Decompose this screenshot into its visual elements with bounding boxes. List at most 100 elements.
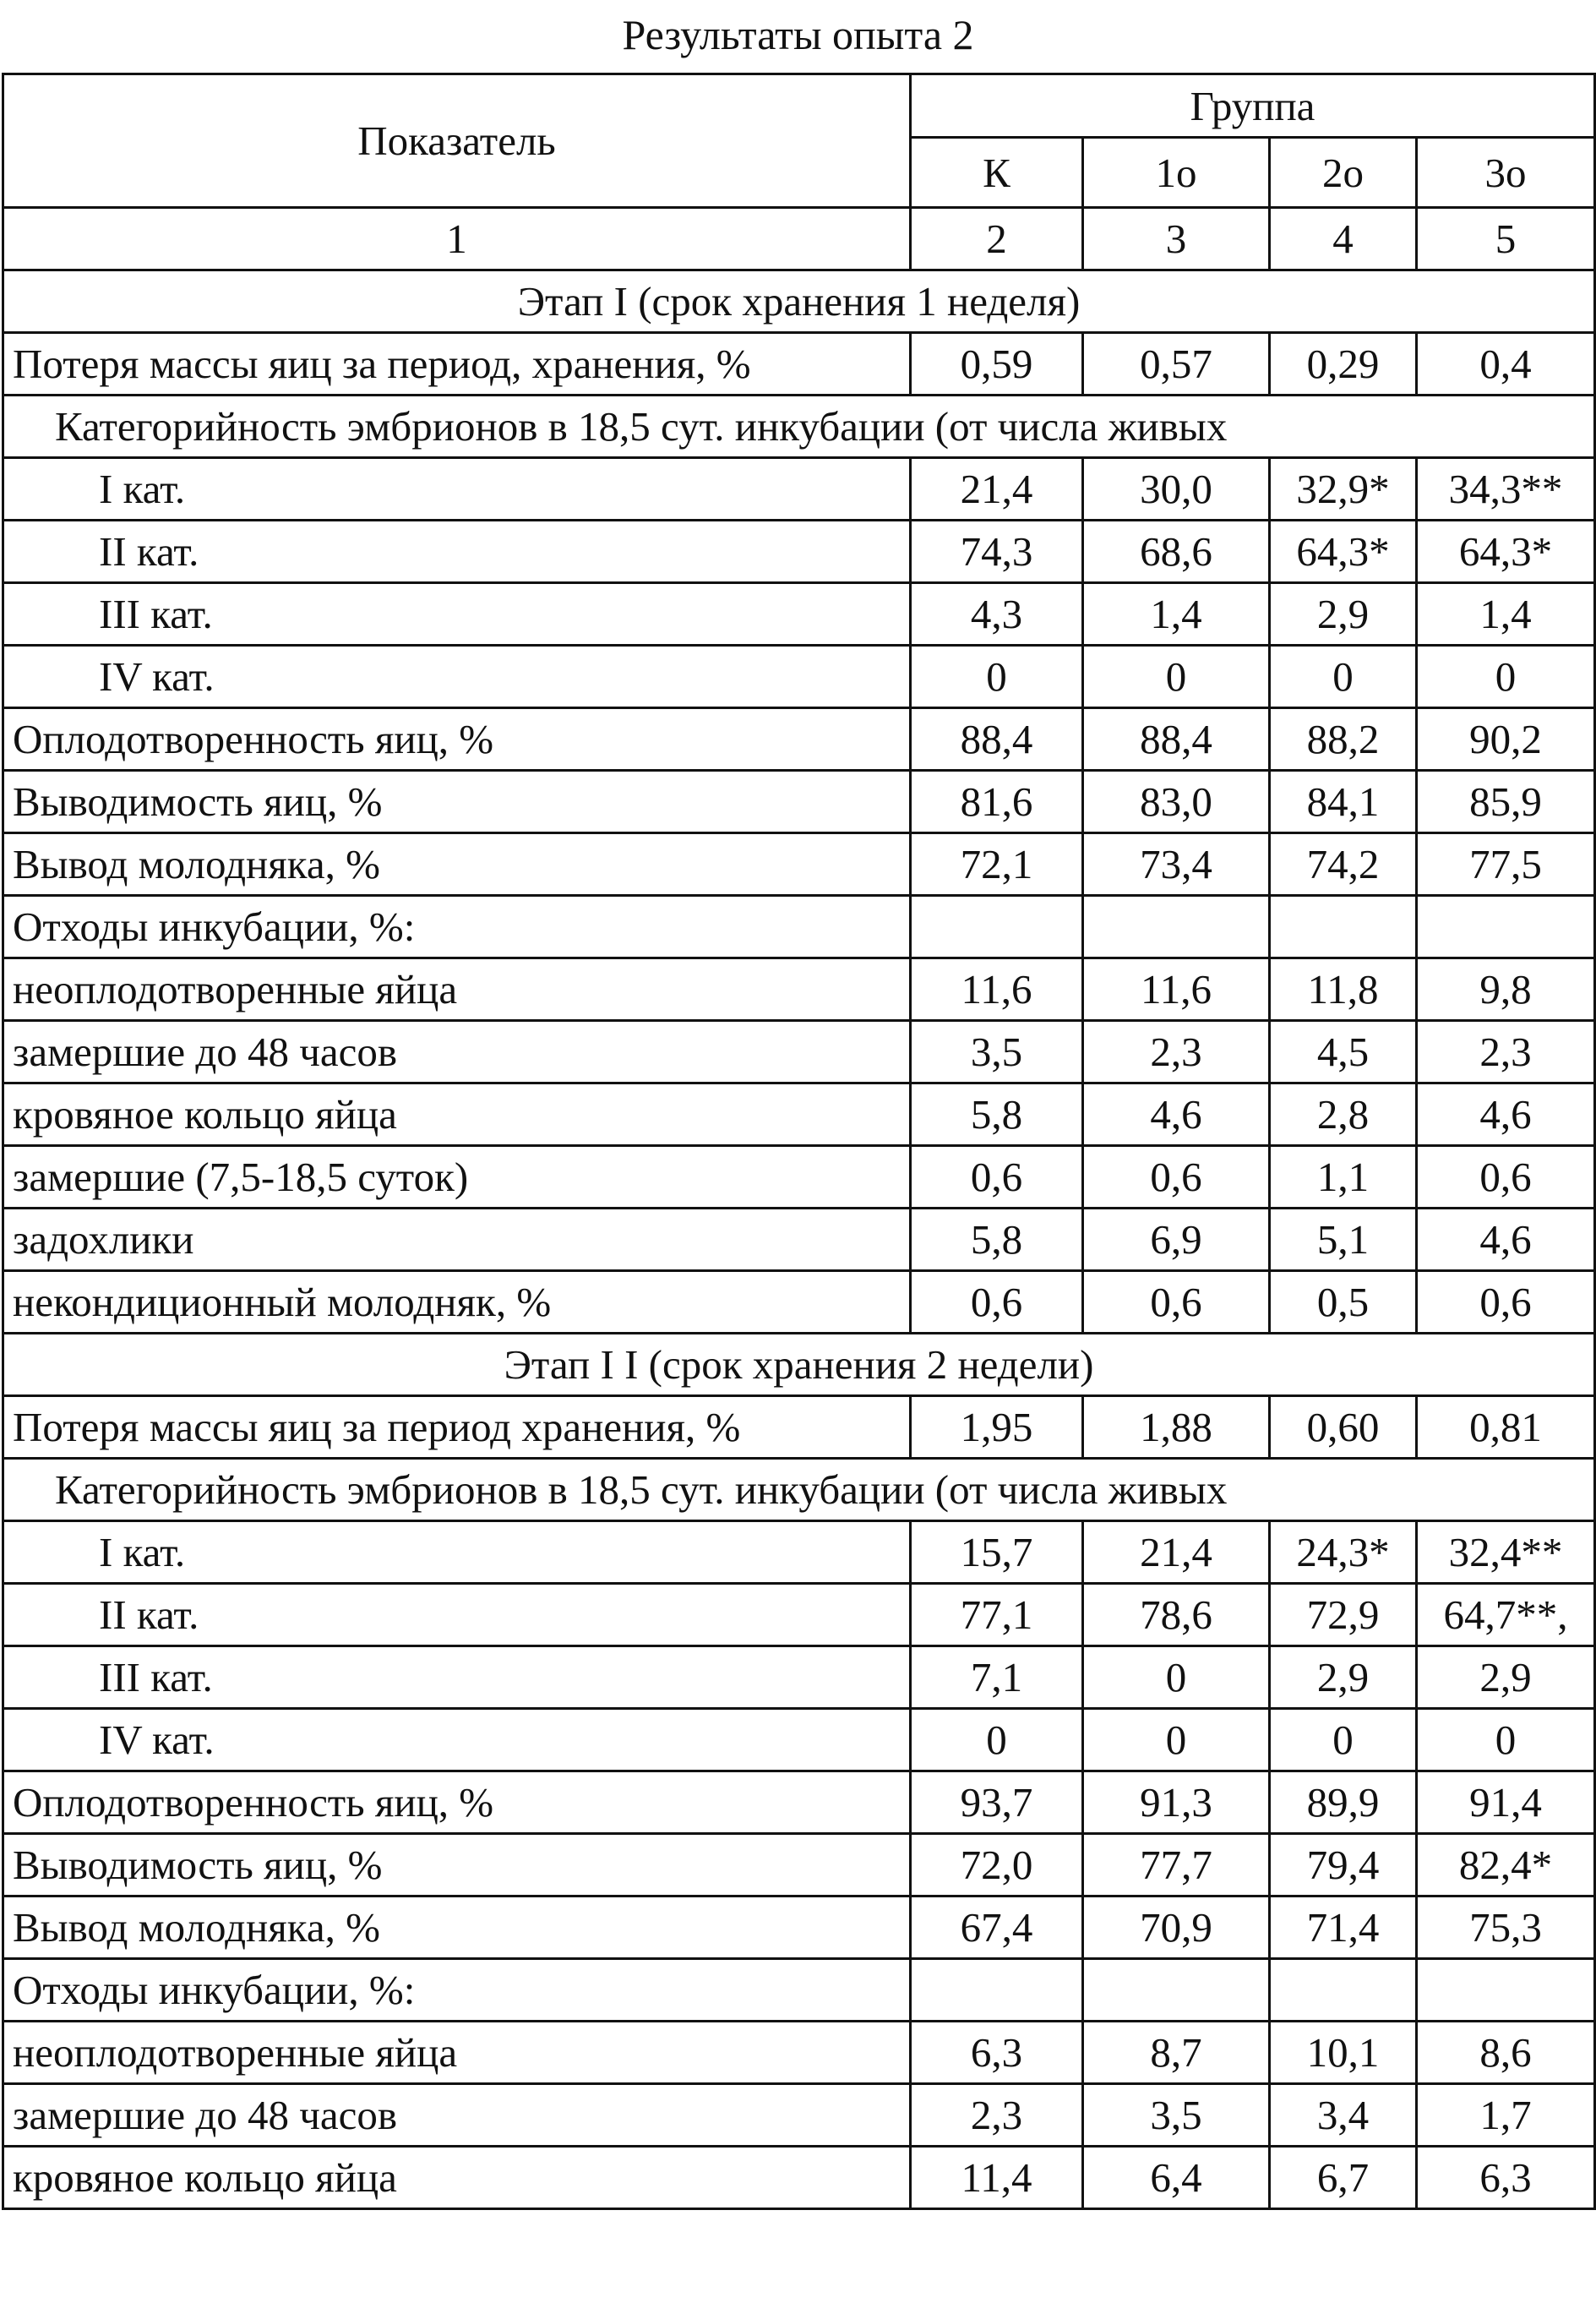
subsection-row: Категорийность эмбрионов в 18,5 сут. инк… — [1, 394, 1596, 459]
subsection-title: Категорийность эмбрионов в 18,5 сут. инк… — [1, 394, 1596, 459]
column-number-row: 1 2 3 4 5 — [2, 206, 1596, 271]
row-label: Выводимость яиц, % — [2, 769, 912, 834]
value-cell — [1414, 1957, 1596, 2022]
value-cell — [1414, 894, 1596, 959]
value-cell: 88,4 — [1081, 707, 1271, 772]
group-k-header: К — [909, 136, 1084, 209]
value-cell: 6,7 — [1268, 2145, 1418, 2210]
value-cell: 78,6 — [1081, 1582, 1271, 1647]
value-cell: 0,6 — [1081, 1269, 1271, 1334]
results-table: Показатель Группа К 1о 2о 3о 1 2 3 4 5 Э… — [1, 73, 1596, 2210]
value-cell: 5,1 — [1268, 1207, 1418, 1272]
value-cell: 2,9 — [1414, 1645, 1596, 1710]
row-label: III кат. — [2, 1645, 912, 1710]
table-row: II кат. 74,3 68,6 64,3* 64,3* — [2, 519, 1596, 584]
value-cell: 1,1 — [1268, 1144, 1418, 1209]
value-cell: 9,8 — [1414, 957, 1596, 1022]
value-cell: 83,0 — [1081, 769, 1271, 834]
value-cell: 0,60 — [1268, 1394, 1418, 1460]
table-row: неоплодотворенные яйца 6,3 8,7 10,1 8,6 — [2, 2020, 1596, 2085]
value-cell: 21,4 — [1081, 1520, 1271, 1585]
row-label: Отходы инкубации, %: — [2, 894, 912, 959]
value-cell: 1,95 — [909, 1394, 1084, 1460]
value-cell: 64,7**, — [1414, 1582, 1596, 1647]
value-cell: 0 — [1268, 1707, 1418, 1772]
row-label: III кат. — [2, 581, 912, 647]
value-cell: 32,9* — [1268, 456, 1418, 521]
value-cell: 10,1 — [1268, 2020, 1418, 2085]
value-cell: 32,4** — [1414, 1520, 1596, 1585]
row-label: IV кат. — [2, 644, 912, 709]
row-label: Потеря массы яиц за период, хранения, % — [2, 331, 912, 396]
value-cell: 11,6 — [1081, 957, 1271, 1022]
value-cell: 82,4* — [1414, 1832, 1596, 1897]
value-cell: 72,9 — [1268, 1582, 1418, 1647]
value-cell: 2,8 — [1268, 1082, 1418, 1147]
table-row: IV кат. 0 0 0 0 — [2, 644, 1596, 709]
table-row: Выводимость яиц, % 81,6 83,0 84,1 85,9 — [2, 769, 1596, 834]
value-cell: 85,9 — [1414, 769, 1596, 834]
table-row: замершие до 48 часов 2,3 3,5 3,4 1,7 — [2, 2082, 1596, 2148]
value-cell: 0,6 — [909, 1144, 1084, 1209]
group-2o-header: 2о — [1268, 136, 1418, 209]
row-label: I кат. — [2, 456, 912, 521]
table-row: замершие (7,5-18,5 суток) 0,6 0,6 1,1 0,6 — [2, 1144, 1596, 1209]
value-cell: 0 — [1268, 644, 1418, 709]
row-label: замершие до 48 часов — [2, 2082, 912, 2148]
value-cell: 1,4 — [1081, 581, 1271, 647]
value-cell — [909, 894, 1084, 959]
value-cell: 90,2 — [1414, 707, 1596, 772]
value-cell: 4,6 — [1081, 1082, 1271, 1147]
table-row: Отходы инкубации, %: — [2, 894, 1596, 959]
value-cell: 0,6 — [1414, 1144, 1596, 1209]
value-cell: 73,4 — [1081, 832, 1271, 897]
value-cell: 34,3** — [1414, 456, 1596, 521]
value-cell: 77,1 — [909, 1582, 1084, 1647]
row-label: замершие (7,5-18,5 суток) — [2, 1144, 912, 1209]
table-row: II кат. 77,1 78,6 72,9 64,7**, — [2, 1582, 1596, 1647]
table-row: замершие до 48 часов 3,5 2,3 4,5 2,3 — [2, 1019, 1596, 1084]
subsection-title: Категорийность эмбрионов в 18,5 сут. инк… — [1, 1457, 1596, 1522]
value-cell: 75,3 — [1414, 1895, 1596, 1960]
value-cell: 72,1 — [909, 832, 1084, 897]
value-cell: 0,4 — [1414, 331, 1596, 396]
row-label: кровяное кольцо яйца — [2, 1082, 912, 1147]
value-cell: 88,4 — [909, 707, 1084, 772]
row-label: Отходы инкубации, %: — [2, 1957, 912, 2022]
table-row: I кат. 21,4 30,0 32,9* 34,3** — [2, 456, 1596, 521]
value-cell: 89,9 — [1268, 1770, 1418, 1835]
group-3o-header: 3о — [1414, 136, 1596, 209]
table-row: I кат. 15,7 21,4 24,3* 32,4** — [2, 1520, 1596, 1585]
row-label: Оплодотворенность яиц, % — [2, 707, 912, 772]
value-cell: 11,6 — [909, 957, 1084, 1022]
column-number: 1 — [2, 206, 912, 271]
value-cell: 5,8 — [909, 1082, 1084, 1147]
value-cell: 11,4 — [909, 2145, 1084, 2210]
value-cell: 0 — [909, 1707, 1084, 1772]
table-row: Выводимость яиц, % 72,0 77,7 79,4 82,4* — [2, 1832, 1596, 1897]
table-title: Результаты опыта 2 — [622, 11, 974, 58]
row-label: Потеря массы яиц за период хранения, % — [2, 1394, 912, 1460]
value-cell: 74,2 — [1268, 832, 1418, 897]
value-cell: 15,7 — [909, 1520, 1084, 1585]
value-cell: 2,3 — [909, 2082, 1084, 2148]
value-cell: 6,9 — [1081, 1207, 1271, 1272]
row-label: замершие до 48 часов — [2, 1019, 912, 1084]
section-row: Этап I (срок хранения 1 неделя) — [1, 269, 1596, 334]
value-cell: 1,7 — [1414, 2082, 1596, 2148]
section-title: Этап I (срок хранения 1 неделя) — [1, 269, 1596, 334]
value-cell — [909, 1957, 1084, 2022]
table-row: Оплодотворенность яиц, % 93,7 91,3 89,9 91,4 — [2, 1770, 1596, 1835]
header-row: Показатель Группа — [2, 73, 1596, 209]
row-label: IV кат. — [2, 1707, 912, 1772]
value-cell: 6,3 — [1414, 2145, 1596, 2210]
row-label: I кат. — [2, 1520, 912, 1585]
value-cell: 0,59 — [909, 331, 1084, 396]
row-label: II кат. — [2, 519, 912, 584]
table-row: неоплодотворенные яйца 11,6 11,6 11,8 9,8 — [2, 957, 1596, 1022]
value-cell: 91,4 — [1414, 1770, 1596, 1835]
value-cell: 91,3 — [1081, 1770, 1271, 1835]
value-cell: 67,4 — [909, 1895, 1084, 1960]
row-label: Выводимость яиц, % — [2, 1832, 912, 1897]
value-cell: 5,8 — [909, 1207, 1084, 1272]
